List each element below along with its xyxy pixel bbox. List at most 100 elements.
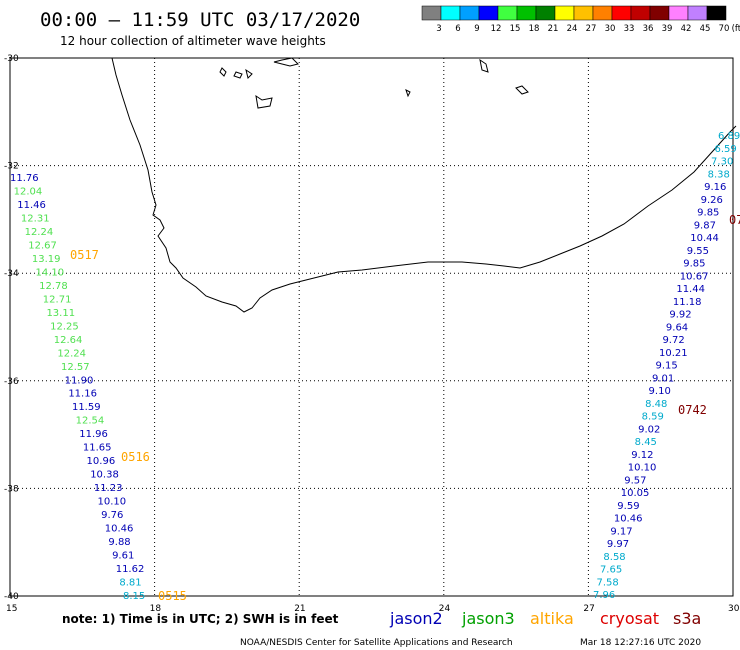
swh-value: 11.62 (116, 564, 145, 575)
scale-label: 39 (662, 24, 673, 34)
swh-value: 9.76 (101, 510, 123, 521)
pass-time-label: 0517 (70, 248, 99, 262)
scale-label: 36 (643, 24, 654, 34)
swh-value: 11.23 (94, 483, 123, 494)
swh-value: 11.46 (17, 200, 46, 211)
coastline-island-6 (479, 58, 489, 73)
pass-time-label: 0516 (121, 450, 150, 464)
swh-value: 12.57 (61, 362, 90, 373)
swh-value: 7.30 (711, 157, 733, 168)
coastline-island-3 (245, 68, 253, 79)
swh-value: 8.81 (119, 578, 141, 589)
pass-time-label: 0515 (158, 589, 187, 603)
swh-value: 9.26 (701, 195, 723, 206)
pass-times: 0517 0516 0515 0742 07 (70, 213, 740, 603)
map-border (9, 57, 734, 597)
lat-label: -34 (4, 269, 19, 279)
pass-time-label: 07 (729, 213, 740, 227)
scale-swatch (516, 5, 537, 21)
map-subtitle: 12 hour collection of altimeter wave hei… (60, 34, 326, 48)
lat-label: -38 (4, 484, 19, 494)
satellite-name: altika (530, 609, 574, 628)
swh-value: 14.10 (36, 267, 65, 278)
lon-label: 27 (583, 604, 594, 614)
scale-label: 33 (624, 24, 635, 34)
lat-label: -36 (4, 377, 19, 387)
swh-value: 7.65 (600, 565, 622, 576)
scale-label: 21 (548, 24, 559, 34)
swh-value: 11.44 (676, 284, 705, 295)
scale-swatch (649, 5, 670, 21)
coastline-island-4 (255, 94, 273, 109)
scale-label: 42 (681, 24, 692, 34)
scale-swatch (668, 5, 689, 21)
swh-value: 11.76 (10, 173, 39, 184)
swh-value: 12.78 (39, 281, 68, 292)
swh-value: 9.72 (662, 335, 684, 346)
swh-value: 11.96 (79, 429, 108, 440)
map-title: 00:00 – 11:59 UTC 03/17/2020 (40, 9, 360, 31)
swh-value: 9.59 (617, 501, 639, 512)
satellite-name: s3a (673, 609, 701, 628)
coastline-island-8 (515, 85, 529, 95)
swh-value: 9.57 (624, 475, 646, 486)
swh-value: 11.65 (83, 443, 112, 454)
scale-label: 24 (567, 24, 578, 34)
swh-value: 13.19 (32, 254, 61, 265)
credit-text: NOAA/NESDIS Center for Satellite Applica… (240, 638, 513, 648)
map-frame: -30 -32 -34 -36 -38 -40 15 18 21 24 27 30 (4, 54, 740, 614)
swh-value: 10.67 (680, 271, 709, 282)
swh-value: 9.17 (610, 526, 632, 537)
swh-value: 10.05 (621, 488, 650, 499)
coastline (111, 57, 737, 313)
swh-value: 9.88 (108, 537, 130, 548)
lon-label: 15 (6, 604, 17, 614)
scale-label: 9 (474, 24, 479, 34)
swh-value: 9.55 (687, 246, 709, 257)
swh-value: 13.11 (46, 308, 75, 319)
lon-label: 21 (294, 604, 305, 614)
swh-value: 12.24 (25, 227, 54, 238)
swh-value: 11.18 (673, 297, 702, 308)
swh-value: 12.71 (43, 294, 72, 305)
swh-value: 9.85 (697, 208, 719, 219)
swh-value: 8.59 (642, 412, 664, 423)
scale-label: 45 (700, 24, 711, 34)
swh-value: 9.02 (638, 424, 660, 435)
swh-value: 6.59 (715, 144, 737, 155)
satellite-name: cryosat (600, 609, 659, 628)
swh-value: 10.96 (87, 456, 116, 467)
timestamp-text: Mar 18 12:27:16 UTC 2020 (580, 638, 701, 648)
coastline-island-5 (273, 57, 299, 67)
swh-value: 10.44 (690, 233, 719, 244)
scale-unit: (ft) (732, 24, 740, 34)
scale-label: 27 (586, 24, 597, 34)
track-east: 6.896.597.308.389.169.269.859.8710.449.5… (593, 131, 740, 601)
swh-value: 9.15 (656, 361, 678, 372)
swh-value: 8.58 (603, 552, 625, 563)
pass-time-label: 0742 (678, 403, 707, 417)
swh-value: 10.10 (97, 497, 126, 508)
swh-value: 8.38 (708, 169, 730, 180)
lat-label: -40 (4, 592, 19, 602)
swh-value: 12.04 (14, 186, 43, 197)
swh-value: 10.46 (614, 514, 643, 525)
swh-value: 9.97 (607, 539, 629, 550)
scale-swatch (554, 5, 575, 21)
swh-value: 9.10 (649, 386, 671, 397)
scale-swatch (535, 5, 556, 21)
lon-label: 18 (150, 604, 162, 614)
scale-swatch (440, 5, 461, 21)
units-note: note: 1) Time is in UTC; 2) SWH is in fe… (62, 612, 339, 626)
swh-value: 9.01 (652, 373, 674, 384)
swh-value: 12.31 (21, 213, 50, 224)
track-west: 11.76 12.04 11.46 12.31 12.24 12.67 13.19 14.10… (10, 173, 145, 602)
lon-label: 30 (728, 604, 740, 614)
scale-swatch (687, 5, 708, 21)
lon-label: 24 (439, 604, 451, 614)
scale-swatch (630, 5, 651, 21)
scale-swatch (497, 5, 518, 21)
scale-label: 70 (719, 24, 730, 34)
swh-value: 12.24 (57, 348, 86, 359)
scale-swatch (706, 5, 727, 21)
